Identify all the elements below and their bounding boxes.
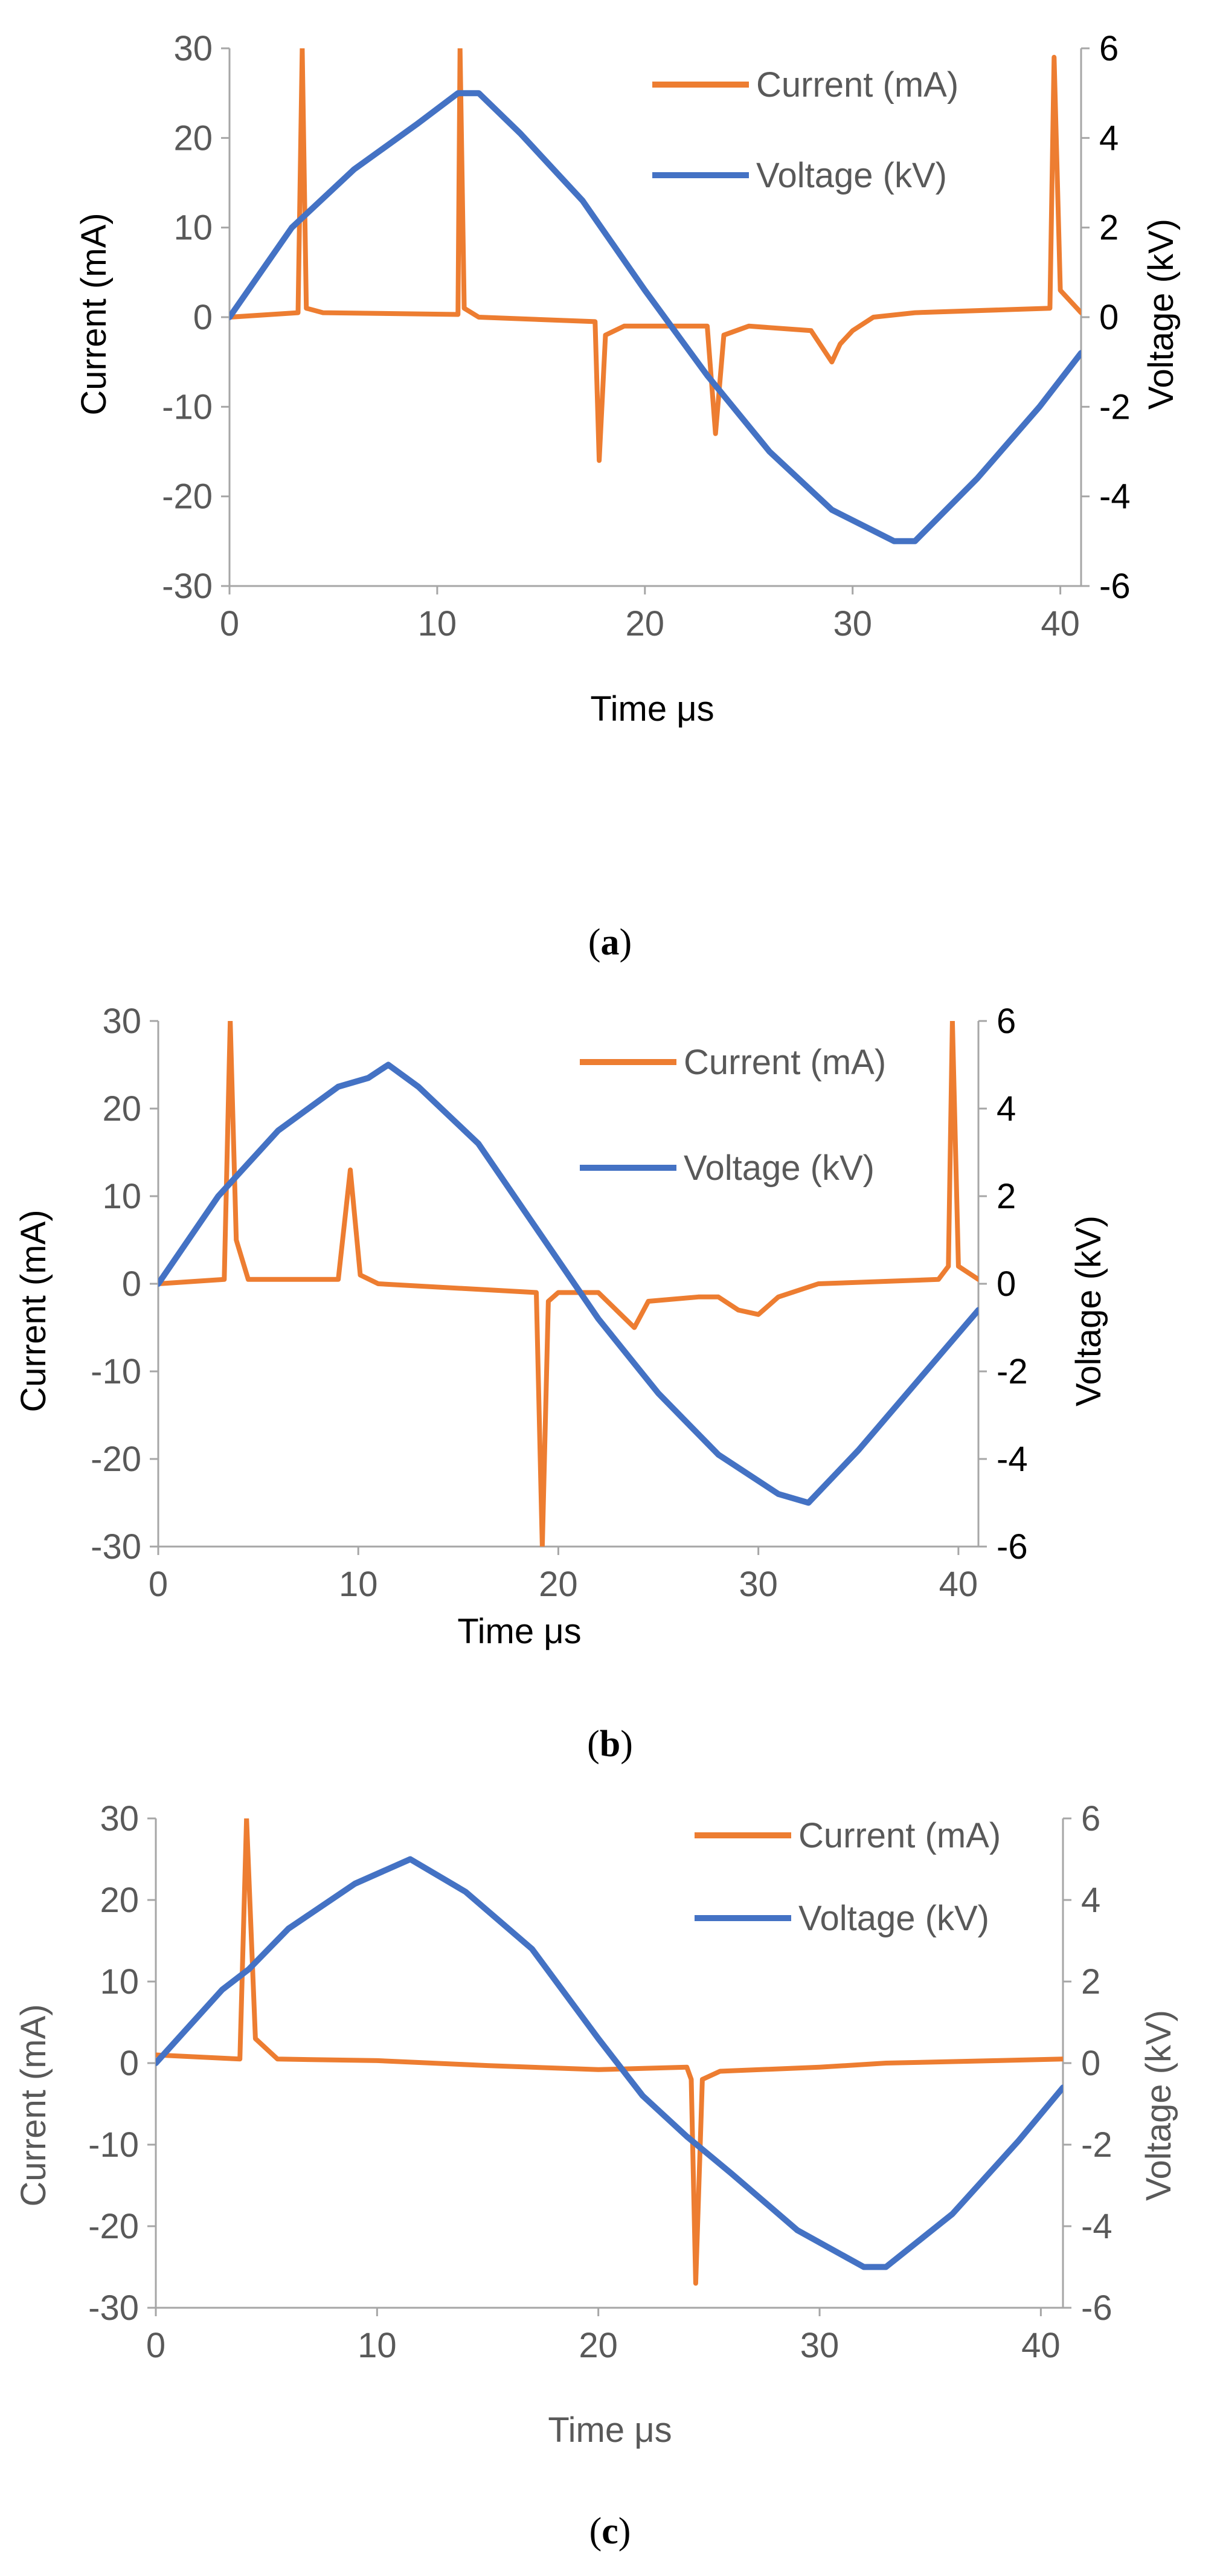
y-left-tick-label: -30 [88, 2288, 139, 2328]
caption-a: (a) [588, 922, 632, 963]
y-right-tick-label: -4 [1099, 477, 1131, 517]
y-left-tick-label: 30 [102, 1002, 141, 1041]
voltage-series-line [156, 1856, 1063, 2270]
y-right-tick-label: 4 [1099, 118, 1119, 158]
y-right-tick-label: 0 [1099, 298, 1119, 337]
chart-panel-c: Current (mA) Voltage (kV) Time μs -30-20… [14, 1799, 1178, 2450]
y-right-tick-label: 2 [997, 1177, 1016, 1216]
y-right-tick-label: 4 [997, 1089, 1016, 1129]
y-left-tick-label: -10 [162, 387, 213, 427]
legend-voltage-label: Voltage (kV) [798, 1899, 989, 1938]
y-right-tick-label: 6 [1099, 29, 1119, 68]
y-left-tick-label: 10 [102, 1177, 141, 1216]
y-left-tick-label: -20 [88, 2207, 139, 2246]
voltage-series-line [158, 1061, 978, 1506]
x-tick-label: 40 [939, 1565, 978, 1604]
y-axis-title-right: Voltage (kV) [1141, 219, 1181, 410]
y-left-tick-label: 0 [120, 2044, 139, 2083]
y-axis-title-left: Current (mA) [74, 213, 114, 415]
y-right-tick-label: 0 [1081, 2044, 1100, 2083]
x-tick-label: 30 [800, 2326, 840, 2365]
voltage-series-line [230, 90, 1081, 544]
y-right-tick-label: 6 [1081, 1799, 1100, 1838]
x-tick-label: 10 [339, 1565, 378, 1604]
y-right-tick-label: -6 [1099, 567, 1131, 606]
y-right-tick-label: 6 [997, 1002, 1016, 1041]
caption-b: (b) [587, 1724, 633, 1765]
y-left-tick-label: 20 [173, 118, 213, 158]
x-tick-label: 30 [739, 1565, 778, 1604]
x-tick-label: 20 [579, 2326, 618, 2365]
y-left-tick-label: -10 [88, 2125, 139, 2165]
y-left-tick-label: 0 [122, 1264, 141, 1304]
y-right-tick-label: 2 [1081, 1962, 1100, 2001]
y-left-tick-label: 0 [193, 298, 213, 337]
x-tick-label: 30 [833, 604, 872, 643]
y-left-tick-label: 10 [100, 1962, 139, 2001]
y-right-tick-label: -6 [997, 1527, 1028, 1567]
x-tick-label: 20 [539, 1565, 578, 1604]
y-left-tick-label: -30 [91, 1527, 141, 1567]
y-right-tick-label: 4 [1081, 1881, 1100, 1920]
legend-voltage-label: Voltage (kV) [684, 1148, 875, 1188]
chart-panel-a: Current (mA) Voltage (kV) Time μs -30-20… [74, 29, 1181, 729]
x-axis-title: Time μs [590, 689, 714, 729]
y-axis-title-right: Voltage (kV) [1139, 2010, 1178, 2201]
current-series-line [158, 1021, 978, 1547]
y-axis-title-right: Voltage (kV) [1069, 1216, 1108, 1406]
x-axis-title: Time μs [457, 1612, 581, 1651]
y-right-tick-label: -4 [997, 1440, 1028, 1479]
y-left-tick-label: 30 [173, 29, 213, 68]
y-left-tick-label: 20 [102, 1089, 141, 1129]
y-right-tick-label: -6 [1081, 2288, 1112, 2328]
y-left-tick-label: -20 [162, 477, 213, 517]
legend-voltage-label: Voltage (kV) [756, 156, 947, 195]
y-left-tick-label: -30 [162, 567, 213, 606]
y-right-tick-label: 0 [997, 1264, 1016, 1304]
x-tick-label: 40 [1021, 2326, 1061, 2365]
legend-current-label: Current (mA) [756, 65, 958, 105]
x-axis-title: Time μs [548, 2410, 672, 2450]
x-tick-label: 10 [418, 604, 457, 643]
chart-panel-b: Current (mA) Voltage (kV) Time μs -30-20… [14, 1002, 1108, 1651]
y-left-tick-label: 10 [173, 208, 213, 248]
legend-current-label: Current (mA) [798, 1816, 1001, 1855]
y-axis-title-left: Current (mA) [14, 2004, 53, 2206]
legend-current-label: Current (mA) [684, 1043, 886, 1082]
y-right-tick-label: -2 [1081, 2125, 1112, 2165]
current-series-line [230, 48, 1081, 463]
x-tick-label: 0 [220, 604, 239, 643]
y-axis-title-left: Current (mA) [14, 1209, 53, 1412]
caption-c: (c) [589, 2511, 631, 2552]
y-right-tick-label: -2 [1099, 387, 1131, 427]
y-right-tick-label: -4 [1081, 2207, 1112, 2246]
x-tick-label: 20 [626, 604, 665, 643]
x-tick-label: 0 [146, 2326, 165, 2365]
y-left-tick-label: -20 [91, 1440, 141, 1479]
y-right-tick-label: 2 [1099, 208, 1119, 248]
y-left-tick-label: 20 [100, 1881, 139, 1920]
y-right-tick-label: -2 [997, 1352, 1028, 1391]
x-tick-label: 10 [358, 2326, 397, 2365]
y-left-tick-label: 30 [100, 1799, 139, 1838]
x-tick-label: 40 [1041, 604, 1080, 643]
x-tick-label: 0 [149, 1565, 168, 1604]
y-left-tick-label: -10 [91, 1352, 141, 1391]
